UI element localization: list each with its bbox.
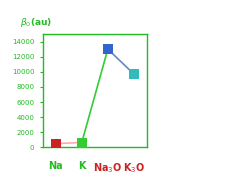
Text: $\beta_0$(au): $\beta_0$(au) [20, 16, 52, 29]
Text: Na: Na [48, 161, 63, 171]
Point [80, 141, 84, 144]
Point [54, 142, 58, 145]
Text: K: K [78, 161, 86, 171]
Point [106, 48, 110, 51]
Text: K$_3$O: K$_3$O [123, 161, 145, 175]
Point [132, 73, 136, 76]
Text: Na$_3$O: Na$_3$O [93, 161, 123, 175]
